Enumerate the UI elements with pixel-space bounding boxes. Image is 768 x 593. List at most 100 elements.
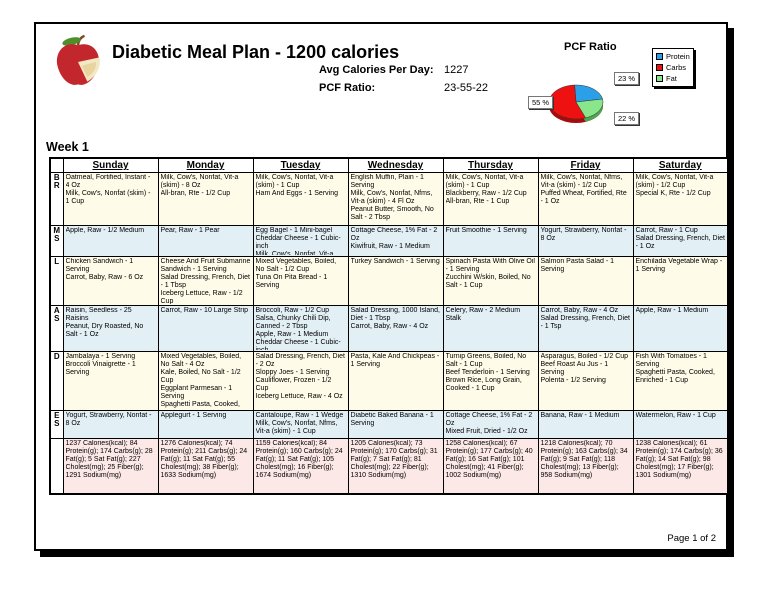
row-label-afternoon-snack: A S — [49, 305, 64, 352]
legend-label: Fat — [666, 74, 677, 83]
fat-slice — [575, 98, 604, 119]
protein-slice — [574, 84, 603, 103]
daily-totals-cell: 1258 Calories(kcal); 67 Protein(g); 177 … — [442, 438, 539, 495]
meal-cell: Celery, Raw - 2 Medium Stalk — [442, 305, 539, 352]
meal-cell: Cantaloupe, Raw - 1 Wedge Milk, Cow's, N… — [252, 410, 349, 439]
legend-label: Protein — [666, 52, 690, 61]
daily-totals-row: 1237 Calories(kcal); 84 Protein(g); 174 … — [49, 438, 729, 495]
protein-pct-label: 23 % — [614, 72, 640, 85]
avg-calories-label: Avg Calories Per Day: — [319, 64, 434, 76]
legend-item-carbs: Carbs — [656, 62, 690, 73]
evening-snack-row: E S Yogurt, Strawberry, Nonfat - 8 Oz Ap… — [49, 410, 729, 439]
afternoon-snack-row: A S Raisin, Seedless - 25 Raisins Peanut… — [49, 305, 729, 352]
meal-cell: Pasta, Kale And Chickpeas - 1 Serving — [347, 351, 444, 411]
legend-item-fat: Fat — [656, 73, 690, 84]
meal-cell: Egg Bagel - 1 Mini-bagel Cheddar Cheese … — [252, 225, 349, 257]
pcf-ratio-value: 23-55-22 — [444, 82, 489, 94]
meal-cell: Carrot, Raw - 1 Cup Salad Dressing, Fren… — [632, 225, 729, 257]
avg-calories-value: 1227 — [444, 64, 469, 76]
row-label-breakfast: B R — [49, 172, 64, 226]
week-label: Week 1 — [46, 140, 89, 154]
day-header-thursday: Thursday — [442, 157, 539, 173]
chart-title: PCF Ratio — [564, 41, 617, 53]
daily-totals-cell: 1159 Calories(kcal); 84 Protein(g); 160 … — [252, 438, 349, 495]
meal-cell: Turkey Sandwich - 1 Serving — [347, 256, 444, 306]
meal-cell: Jambalaya - 1 Serving Broccoli Vinaigret… — [62, 351, 159, 411]
dinner-row: D Jambalaya - 1 Serving Broccoli Vinaigr… — [49, 351, 729, 411]
day-header-friday: Friday — [537, 157, 634, 173]
apple-logo-icon — [56, 34, 100, 85]
row-label-evening-snack: E S — [49, 410, 64, 439]
row-label-dinner: D — [49, 351, 64, 411]
meal-cell: Applegurt - 1 Serving — [157, 410, 254, 439]
day-header-row: Sunday Monday Tuesday Wednesday Thursday… — [49, 157, 729, 173]
meal-cell: Carrot, Baby, Raw - 4 Oz Salad Dressing,… — [537, 305, 634, 352]
protein-swatch-icon — [656, 53, 663, 60]
meal-cell: Cheese And Fruit Submarine Sandwich - 1 … — [157, 256, 254, 306]
pcf-ratio-label: PCF Ratio: — [319, 82, 376, 94]
meal-cell: Oatmeal, Fortified, Instant - 4 Oz Milk,… — [62, 172, 159, 226]
meal-cell: Yogurt, Strawberry, Nonfat - 8 Oz — [537, 225, 634, 257]
meal-plan-table: Sunday Monday Tuesday Wednesday Thursday… — [49, 157, 729, 495]
row-label-morning-snack: M S — [49, 225, 64, 257]
daily-totals-cell: 1205 Calories(kcal); 73 Protein(g); 170 … — [347, 438, 444, 495]
legend-item-protein: Protein — [656, 51, 690, 62]
meal-cell: Enchilada Vegetable Wrap - 1 Serving — [632, 256, 729, 306]
meal-cell: Salad Dressing, 1000 Island, Diet - 1 Tb… — [347, 305, 444, 352]
carbs-pct-label: 55 % — [528, 96, 554, 109]
meal-cell: Milk, Cow's, Nonfat, Vit-a (skim) - 1/2 … — [632, 172, 729, 226]
row-label-totals — [49, 438, 64, 495]
daily-totals-cell: 1276 Calories(kcal); 74 Protein(g); 211 … — [157, 438, 254, 495]
carbs-swatch-icon — [656, 64, 663, 71]
meal-cell: Carrot, Raw - 10 Large Strip — [157, 305, 254, 352]
meal-cell: Milk, Cow's, Nonfat, Nfms, Vit-a (skim) … — [537, 172, 634, 226]
daily-totals-cell: 1218 Calories(kcal); 70 Protein(g); 163 … — [537, 438, 634, 495]
meal-cell: Banana, Raw - 1 Medium — [537, 410, 634, 439]
legend-label: Carbs — [666, 63, 687, 72]
meal-cell: Pear, Raw - 1 Pear — [157, 225, 254, 257]
daily-totals-cell: 1238 Calories(kcal); 61 Protein(g); 174 … — [632, 438, 729, 495]
daily-totals-cell: 1237 Calories(kcal); 84 Protein(g); 174 … — [62, 438, 159, 495]
chart-legend: Protein Carbs Fat — [652, 48, 694, 87]
page-title: Diabetic Meal Plan - 1200 calories — [112, 42, 400, 62]
meal-cell: Salad Dressing, French, Diet - 2 Oz Slop… — [252, 351, 349, 411]
report-page: Diabetic Meal Plan - 1200 calories Avg C… — [34, 22, 729, 551]
day-header-monday: Monday — [157, 157, 254, 173]
meal-cell: Mixed Vegetables, Boiled, No Salt - 4 Oz… — [157, 351, 254, 411]
meal-cell: Spinach Pasta With Olive Oil - 1 Serving… — [442, 256, 539, 306]
morning-snack-row: M S Apple, Raw - 1/2 Medium Pear, Raw - … — [49, 225, 729, 257]
page-number: Page 1 of 2 — [667, 533, 716, 544]
fat-pct-label: 22 % — [614, 112, 640, 125]
meal-cell: Broccoli, Raw - 1/2 Cup Salsa, Chunky Ch… — [252, 305, 349, 352]
meal-cell: Diabetic Baked Banana - 1 Serving — [347, 410, 444, 439]
meal-cell: Raisin, Seedless - 25 Raisins Peanut, Dr… — [62, 305, 159, 352]
meal-cell: English Muffin, Plain - 1 Serving Milk, … — [347, 172, 444, 226]
meal-cell: Salmon Pasta Salad - 1 Serving — [537, 256, 634, 306]
day-header-sunday: Sunday — [62, 157, 159, 173]
day-header-tuesday: Tuesday — [252, 157, 349, 173]
meal-cell: Mixed Vegetables, Boiled, No Salt - 1/2 … — [252, 256, 349, 306]
breakfast-row: B R Oatmeal, Fortified, Instant - 4 Oz M… — [49, 172, 729, 226]
meal-cell: Milk, Cow's, Nonfat, Vit-a (skim) - 8 Oz… — [157, 172, 254, 226]
pcf-pie-chart — [549, 84, 604, 123]
meal-cell: Chicken Sandwich - 1 Serving Carrot, Bab… — [62, 256, 159, 306]
meal-cell: Milk, Cow's, Nonfat, Vit-a (skim) - 1 Cu… — [442, 172, 539, 226]
meal-cell: Apple, Raw - 1/2 Medium — [62, 225, 159, 257]
meal-cell: Apple, Raw - 1 Medium — [632, 305, 729, 352]
meal-cell: Watermelon, Raw - 1 Cup — [632, 410, 729, 439]
lunch-row: L Chicken Sandwich - 1 Serving Carrot, B… — [49, 256, 729, 306]
meal-cell: Cottage Cheese, 1% Fat - 2 Oz Mixed Frui… — [442, 410, 539, 439]
table-corner — [49, 157, 64, 173]
meal-cell: Fruit Smoothie - 1 Serving — [442, 225, 539, 257]
meal-cell: Cottage Cheese, 1% Fat - 2 Oz Kiwifruit,… — [347, 225, 444, 257]
meal-cell: Asparagus, Boiled - 1/2 Cup Beef Roast A… — [537, 351, 634, 411]
meal-cell: Milk, Cow's, Nonfat, Vit-a (skim) - 1 Cu… — [252, 172, 349, 226]
meal-cell: Yogurt, Strawberry, Nonfat - 8 Oz — [62, 410, 159, 439]
meal-cell: Fish With Tomatoes - 1 Serving Spaghetti… — [632, 351, 729, 411]
day-header-saturday: Saturday — [632, 157, 729, 173]
fat-swatch-icon — [656, 75, 663, 82]
meal-cell: Turnip Greens, Boiled, No Salt - 1 Cup B… — [442, 351, 539, 411]
row-label-lunch: L — [49, 256, 64, 306]
day-header-wednesday: Wednesday — [347, 157, 444, 173]
